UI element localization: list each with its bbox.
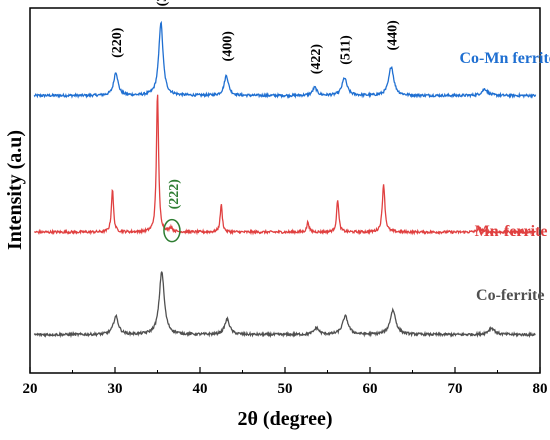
- peak-label: (222): [167, 179, 182, 210]
- series-label: Mn-ferrite: [475, 223, 548, 240]
- x-ticks: 20 30 40 50 60 70 80: [23, 367, 548, 397]
- peak-label: (311): [155, 0, 170, 6]
- peak-label: (422): [309, 44, 324, 75]
- series-layer: [33, 20, 537, 339]
- peak-label: (511): [339, 35, 354, 65]
- peak-label: (440): [385, 20, 400, 51]
- x-tick-label: 40: [193, 381, 208, 397]
- x-tick-label: 50: [278, 381, 293, 397]
- labels-layer: (220) (311) (400) (422) (511) (440) (222) Co-Mn…: [110, 0, 550, 304]
- series-line-2: [33, 270, 536, 339]
- x-tick-label: 70: [448, 381, 463, 397]
- x-tick-label: 30: [108, 381, 123, 397]
- annotation-circle: [163, 218, 181, 243]
- peak-label: (400): [220, 31, 235, 62]
- x-tick-label: 20: [23, 381, 38, 397]
- x-tick-label: 80: [533, 381, 548, 397]
- annotation-layer: [163, 218, 181, 243]
- series-label: Co-Mn ferrite: [460, 50, 550, 67]
- x-axis-title: 2θ (degree): [237, 408, 332, 430]
- series-line-1: [33, 94, 537, 236]
- series-line-0: [33, 20, 537, 99]
- series-label: Co-ferrite: [476, 287, 544, 304]
- x-tick-label: 60: [363, 381, 378, 397]
- peak-label: (220): [110, 27, 125, 58]
- y-axis-title: Intensity (a.u): [4, 130, 26, 250]
